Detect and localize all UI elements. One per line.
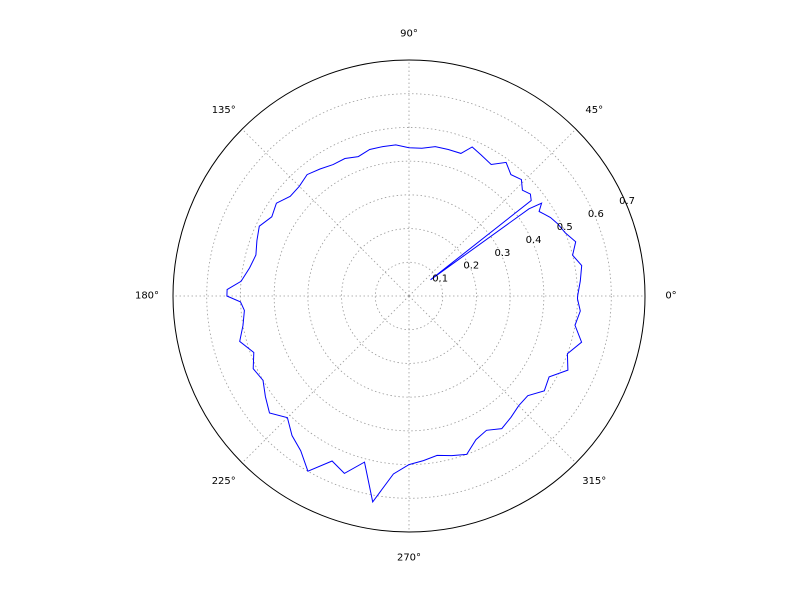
angle-tick-label: 315° — [582, 476, 606, 487]
angle-tick-labels: 0° 45° 90° 135° 180° 225° 270° 315° — [135, 29, 677, 564]
angle-tick-label: 225° — [212, 476, 236, 487]
grid-ring-0 — [374, 261, 444, 331]
radial-tick-label: 0.1 — [432, 274, 448, 285]
radial-tick-label: 0.3 — [494, 248, 510, 259]
angle-tick-label: 270° — [397, 553, 421, 564]
grid-spoke-1 — [408, 128, 577, 297]
angle-tick-label: 0° — [665, 291, 676, 302]
angle-tick-label: 180° — [135, 291, 159, 302]
grid-ring-1 — [341, 228, 477, 364]
series-layer — [226, 144, 583, 504]
angle-tick-label: 135° — [212, 105, 236, 116]
radial-tick-labels: 0.1 0.2 0.3 0.4 0.5 0.6 0.7 — [432, 196, 635, 284]
angle-tick-label: 45° — [585, 105, 603, 116]
series-line-0 — [226, 144, 583, 504]
radial-tick-label: 0.7 — [619, 196, 635, 207]
angular-grid-spokes — [173, 60, 645, 532]
grid-spoke-5 — [241, 295, 410, 464]
radial-tick-label: 0.4 — [526, 235, 542, 246]
angle-tick-label: 90° — [400, 29, 418, 40]
grid-spoke-3 — [241, 128, 410, 297]
grid-spoke-7 — [408, 295, 577, 464]
radial-tick-label: 0.2 — [463, 261, 479, 272]
polar-frame — [172, 59, 646, 533]
radial-tick-label: 0.5 — [557, 222, 573, 233]
grid-ring-3 — [273, 160, 545, 432]
grid-ring-5 — [206, 93, 612, 499]
radial-tick-label: 0.6 — [588, 209, 604, 220]
